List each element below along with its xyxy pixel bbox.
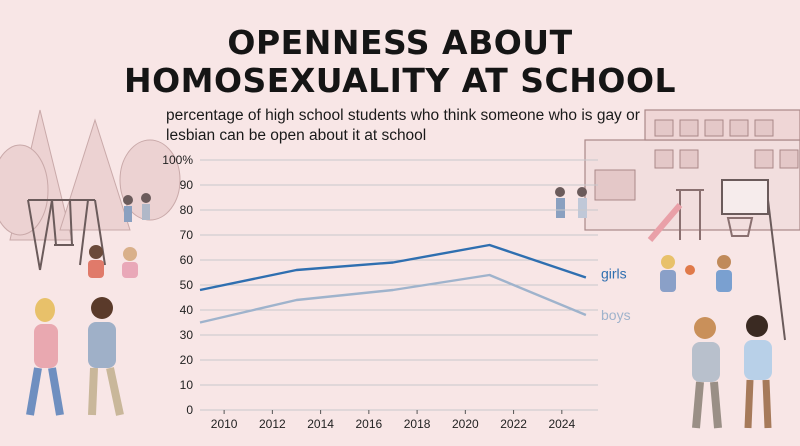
chart-grid bbox=[200, 159, 598, 411]
chart-series bbox=[199, 243, 587, 324]
students-left bbox=[26, 193, 151, 416]
chart-subtitle: percentage of high school students who t… bbox=[166, 107, 640, 144]
y-tick-label: 30 bbox=[180, 328, 194, 342]
chart-title-line-1: OPENNESS ABOUT bbox=[227, 23, 573, 62]
x-tick-label: 2010 bbox=[211, 417, 238, 431]
y-tick-label: 20 bbox=[180, 353, 194, 367]
series-line-girls bbox=[199, 243, 587, 292]
x-tick-label: 2014 bbox=[307, 417, 334, 431]
y-axis-ticks: 0 10 20 30 40 50 60 70 80 90 100% bbox=[162, 153, 193, 417]
y-tick-label: 50 bbox=[180, 278, 194, 292]
x-tick-label: 2018 bbox=[404, 417, 431, 431]
series-labels: girls boys bbox=[601, 266, 631, 324]
slide bbox=[647, 189, 704, 242]
y-tick-label: 10 bbox=[180, 378, 194, 392]
y-tick-label: 0 bbox=[186, 403, 193, 417]
x-tick-label: 2020 bbox=[452, 417, 479, 431]
y-tick-label: 70 bbox=[180, 228, 194, 242]
y-tick-label: 90 bbox=[180, 178, 194, 192]
y-tick-label: 40 bbox=[180, 303, 194, 317]
x-tick-label: 2016 bbox=[355, 417, 382, 431]
x-tick-label: 2022 bbox=[500, 417, 527, 431]
trees-left bbox=[0, 109, 181, 241]
series-label-boys: boys bbox=[601, 307, 631, 323]
series-label-girls: girls bbox=[601, 266, 627, 282]
students-right bbox=[555, 187, 772, 429]
y-tick-label: 60 bbox=[180, 253, 194, 267]
basketball-hoop bbox=[721, 179, 786, 341]
x-tick-label: 2024 bbox=[548, 417, 575, 431]
swing-set bbox=[27, 199, 106, 271]
y-tick-label: 80 bbox=[180, 203, 194, 217]
x-axis-ticks: 2010 2012 2014 2016 2018 2020 2022 2024 bbox=[211, 410, 575, 431]
y-tick-label: 100% bbox=[162, 153, 193, 167]
x-tick-label: 2012 bbox=[259, 417, 286, 431]
series-line-boys bbox=[199, 273, 587, 324]
chart-title-line-2: HOMOSEXUALITY AT SCHOOL bbox=[123, 61, 677, 100]
